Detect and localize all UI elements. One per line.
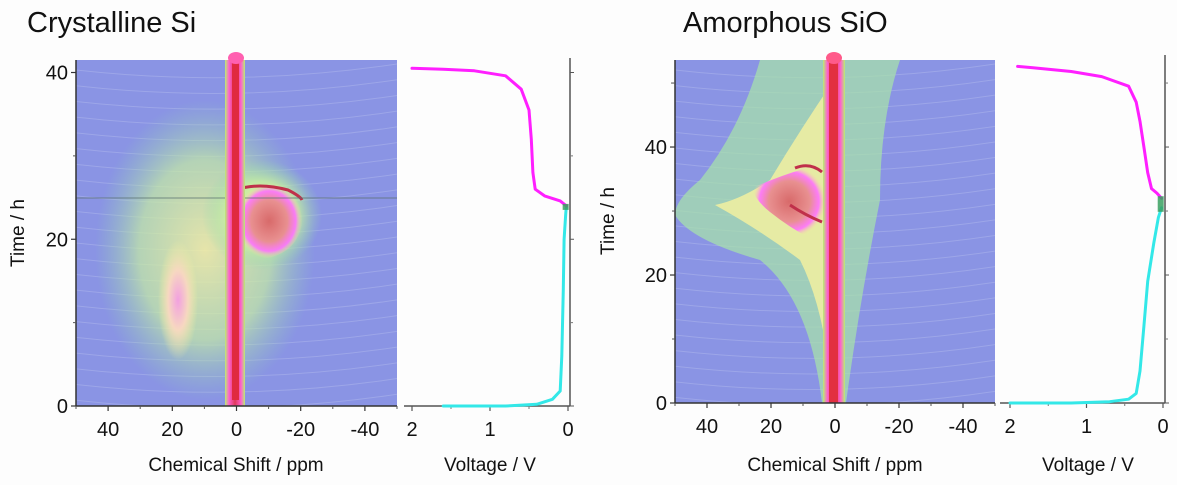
x-tick-label: -40 [350,419,379,441]
voltage-x-tick-label: 0 [1157,416,1168,438]
heatmap-peak-top [228,52,244,64]
heatmap-side-signal [158,240,198,360]
y-tick-label: 0 [57,396,68,418]
heatmap-main-resonance-core [232,60,239,400]
contour-line [675,390,995,403]
x-tick-label: -20 [885,416,914,438]
voltage-curve-discharge [441,204,568,408]
heatmap-lithiated-signal [752,164,827,239]
contour-line [76,393,397,406]
voltage-x-tick-label: 2 [1004,416,1015,438]
heatmap-peak-top [826,52,842,64]
x-tick-label: 0 [231,419,242,441]
title-crystalline-si: Crystalline Si [27,7,196,39]
x-tick-label: 40 [696,416,718,438]
voltage-panel-amorphous-sio: 2 1 0 [1000,55,1169,438]
voltage-x-tick-label: 0 [562,419,573,441]
x-ticks-left: 40 20 0 -20 -40 [75,406,398,441]
x-axis-label-left: Chemical Shift / ppm [148,455,323,476]
x-axis-label-right: Chemical Shift / ppm [747,455,922,476]
y-axis-label-left: Time / h [8,199,29,267]
y-tick-label: 20 [46,229,68,251]
heatmap-region-yellow [715,80,840,360]
y-axis-label-right: Time / h [598,187,619,255]
heatmap-signal-edge [794,164,823,174]
voltage-curve-charge [1016,64,1163,200]
heatmap-main-resonance-core [829,60,838,403]
voltage-x-tick-label: 1 [484,419,495,441]
voltage-panel-crystalline-si: 2 1 0 [404,58,574,441]
heatmap-crystalline-si [76,60,397,406]
voltage-x-label-right: Voltage / V [1042,455,1134,476]
voltage-turnaround-marker [562,203,569,210]
voltage-x-tick-label: 2 [406,419,417,441]
x-ticks-right: 40 20 0 -20 -40 [674,403,996,438]
voltage-x-tick-label: 1 [1081,416,1092,438]
y-tick-label: 40 [46,63,68,85]
voltage-curve-discharge [1008,206,1163,405]
y-tick-label: 40 [645,137,667,159]
y-ticks-right: 0 20 40 [645,82,675,415]
x-tick-label: 40 [97,419,119,441]
x-tick-label: 20 [161,419,183,441]
y-tick-label: 20 [645,265,667,287]
heatmap-broad-signal [236,183,303,259]
y-ticks-left: 0 20 40 [46,63,76,418]
title-amorphous-sio: Amorphous SiO [683,7,888,39]
x-tick-label: 0 [829,416,840,438]
x-tick-label: 20 [760,416,782,438]
heatmap-amorphous-sio [675,60,995,403]
voltage-x-label-left: Voltage / V [444,455,536,476]
x-tick-label: -20 [286,419,315,441]
x-tick-label: -40 [949,416,978,438]
voltage-curve-charge [410,66,568,208]
voltage-turnaround-marker [1157,196,1164,212]
y-tick-label: 0 [656,393,667,415]
heatmap-signal-edge [789,203,823,224]
